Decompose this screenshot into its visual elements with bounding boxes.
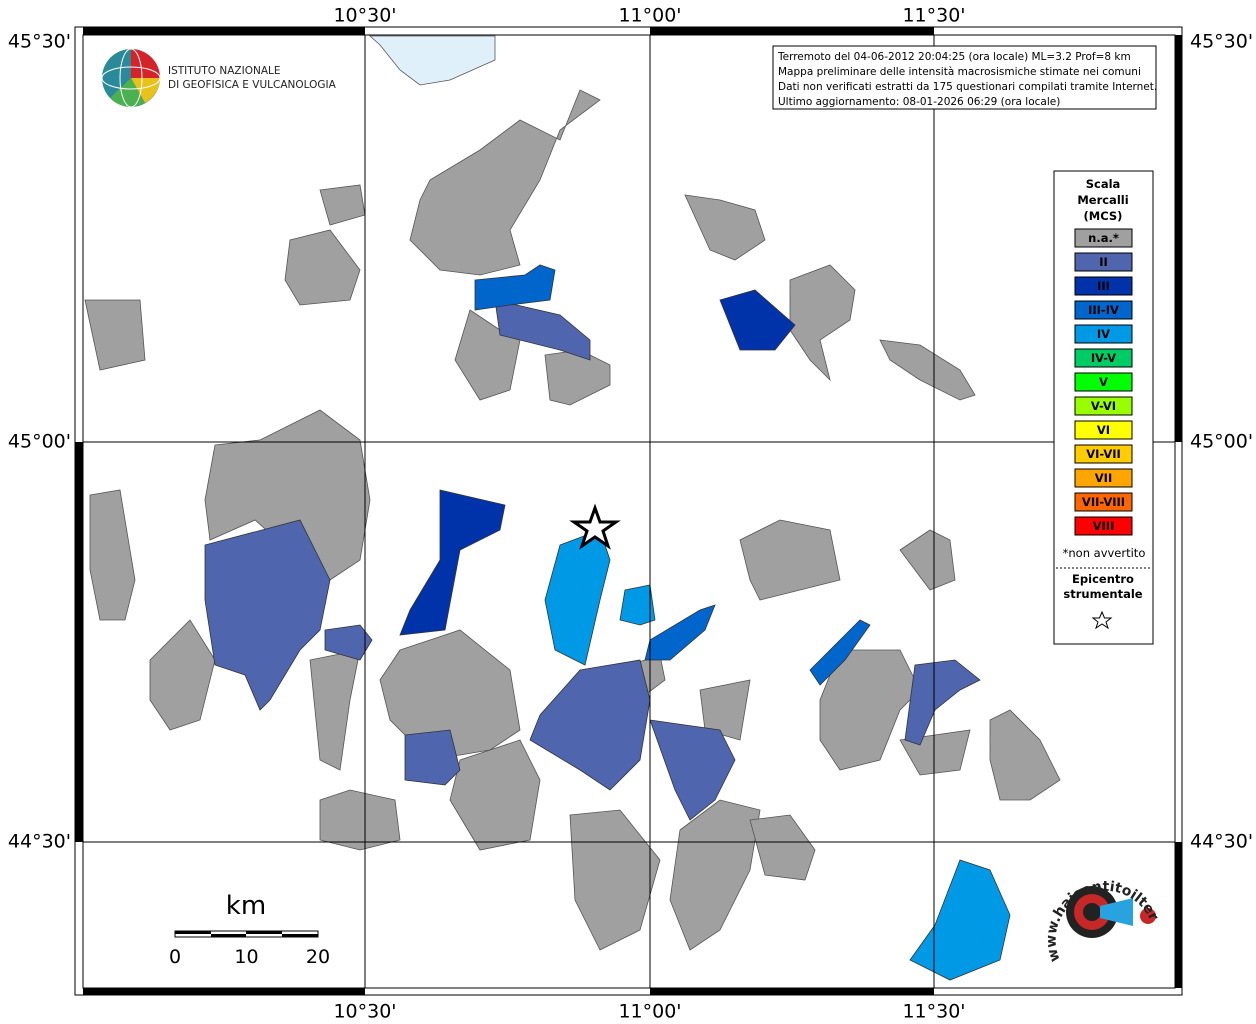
legend-epicenter: Epicentro (1072, 572, 1134, 586)
legend-swatch (1074, 492, 1133, 512)
graticule (83, 35, 1175, 988)
scale-tick-label: 0 (169, 946, 181, 968)
lon-label: 11°00' (618, 5, 681, 27)
legend-epicenter: strumentale (1063, 587, 1142, 601)
map-frame (74, 26, 1183, 996)
scale-tick-label: 20 (306, 946, 330, 968)
lat-label: 45°30' (8, 31, 71, 53)
lat-label: 45°30' (1190, 31, 1253, 53)
legend-label: III-IV (1088, 303, 1119, 317)
legend-label: V (1099, 375, 1108, 389)
municipalities (84, 35, 1061, 981)
lat-label: 45°00' (1190, 431, 1253, 453)
legend-title: Mercalli (1077, 193, 1128, 207)
lat-label: 44°30' (8, 831, 71, 853)
lon-label: 10°30' (333, 5, 396, 27)
legend-label: IV-V (1091, 351, 1116, 365)
legend-swatch (1074, 228, 1133, 248)
legend-swatch (1074, 468, 1133, 488)
info-box: Terremoto del 04-06-2012 20:04:25 (ora l… (772, 45, 1157, 110)
legend-label: IV (1097, 327, 1110, 341)
logo-line: DI GEOFISICA E VULCANOLOGIA (168, 79, 337, 91)
legend-swatch (1074, 516, 1133, 536)
legend-label: VIII (1093, 519, 1115, 533)
legend-title: (MCS) (1084, 209, 1123, 223)
legend-label: VII (1095, 471, 1112, 485)
legend-swatch (1074, 276, 1133, 296)
ingv-logo: ISTITUTO NAZIONALE DI GEOFISICA E VULCAN… (101, 48, 337, 108)
legend-label: III (1097, 279, 1110, 293)
info-line: Terremoto del 04-06-2012 20:04:25 (ora l… (777, 51, 1131, 63)
epicenter-star (569, 503, 621, 550)
scale-bar: km 0 10 20 (169, 891, 330, 968)
info-line: Dati non verificati estratti da 175 ques… (778, 81, 1157, 93)
coordinate-labels: 10°30' 11°00' 11°30' 10°30' 11°00' 11°30' 45°3… (8, 5, 1253, 1023)
legend: ScalaMercalli(MCS)n.a.*IIIIIIII-IVIVIV-V… (1053, 170, 1154, 645)
legend-swatch (1074, 420, 1133, 440)
legend-label: n.a.* (1088, 231, 1119, 245)
legend-swatch (1074, 300, 1133, 320)
legend-swatch (1074, 324, 1133, 344)
legend-label: VII-VIII (1082, 495, 1125, 509)
legend-swatch (1074, 444, 1133, 464)
legend-label: VI (1097, 423, 1110, 437)
lon-label: 11°00' (618, 1001, 681, 1023)
legend-swatch (1074, 396, 1133, 416)
lat-label: 44°30' (1190, 831, 1253, 853)
lon-label: 11°30' (902, 5, 965, 27)
legend-note: *non avvertito (1063, 546, 1146, 560)
info-line: Ultimo aggiornamento: 08-01-2026 06:29 (… (778, 96, 1060, 108)
legend-title: Scala (1086, 177, 1121, 191)
lon-label: 11°30' (902, 1001, 965, 1023)
legend-label: V-VI (1091, 399, 1116, 413)
legend-swatch (1074, 348, 1133, 368)
legend-swatch (1074, 372, 1133, 392)
scale-tick-label: 10 (234, 946, 258, 968)
legend-label: II (1099, 255, 1108, 269)
lon-label: 10°30' (333, 1001, 396, 1023)
lat-label: 45°00' (8, 431, 71, 453)
scale-unit: km (226, 891, 266, 921)
info-line: Mappa preliminare delle intensità macros… (778, 66, 1141, 78)
legend-swatch (1074, 252, 1133, 272)
logo-line: ISTITUTO NAZIONALE (168, 65, 281, 77)
legend-label: VI-VII (1086, 447, 1121, 461)
